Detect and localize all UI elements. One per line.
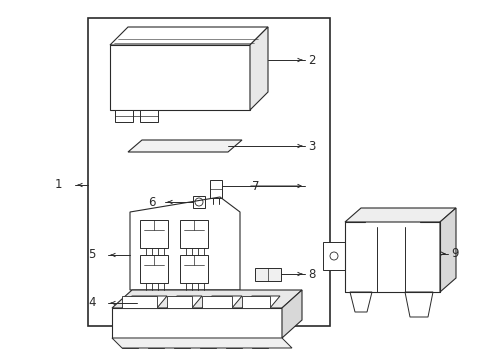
Polygon shape [122, 296, 167, 308]
Text: 1: 1 [55, 179, 62, 192]
Polygon shape [349, 292, 371, 312]
Polygon shape [282, 290, 302, 338]
Polygon shape [202, 296, 242, 308]
Bar [137, 297, 149, 309]
Bar [200, 338, 216, 348]
Bar [242, 296, 269, 308]
Bar [140, 255, 168, 283]
Circle shape [195, 198, 203, 206]
Polygon shape [345, 208, 455, 222]
Bar [88, 18, 329, 326]
Bar [167, 296, 192, 308]
Polygon shape [439, 208, 455, 292]
Bar [122, 338, 138, 348]
Bar [148, 338, 163, 348]
Text: 2: 2 [307, 54, 315, 67]
Bar [209, 180, 222, 198]
Bar [251, 338, 267, 348]
Bar [193, 196, 204, 208]
Bar [112, 308, 282, 338]
Bar [122, 296, 157, 308]
Bar [140, 110, 158, 122]
Polygon shape [249, 27, 267, 110]
Text: 5: 5 [88, 248, 95, 261]
Circle shape [329, 252, 337, 260]
Bar [180, 220, 207, 248]
Bar [110, 45, 249, 110]
Polygon shape [112, 290, 302, 308]
Text: 8: 8 [307, 267, 315, 280]
Text: 6: 6 [148, 195, 155, 208]
Bar [174, 338, 190, 348]
Polygon shape [404, 292, 432, 317]
Bar [115, 110, 133, 122]
Text: 4: 4 [88, 297, 95, 310]
Text: 7: 7 [251, 180, 259, 193]
Polygon shape [242, 296, 280, 308]
Polygon shape [112, 338, 291, 348]
Bar [254, 268, 281, 281]
Bar [323, 242, 345, 270]
Bar [180, 255, 207, 283]
Bar [140, 220, 168, 248]
Bar [225, 338, 242, 348]
Text: 3: 3 [307, 139, 315, 153]
Bar [202, 296, 231, 308]
Polygon shape [128, 140, 242, 152]
Circle shape [139, 299, 147, 307]
Polygon shape [110, 27, 267, 45]
Polygon shape [167, 296, 202, 308]
Text: 9: 9 [450, 247, 458, 260]
